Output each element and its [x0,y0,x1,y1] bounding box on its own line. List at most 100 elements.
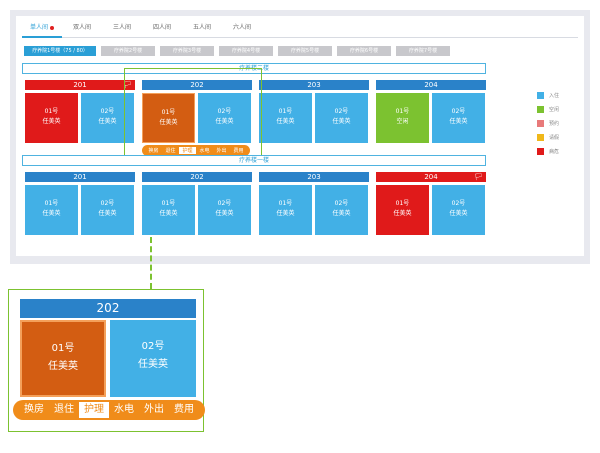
bed-number: 02号 [451,200,466,207]
legend-swatch [537,147,544,155]
zoom-room-number: 202 [20,299,196,318]
tab-label: 单人间 [29,24,48,31]
legend-label: 入住 [549,92,560,99]
bed-card[interactable]: 01号任美英 [259,93,312,143]
building-tab-3[interactable]: 疗养院3号楼 [160,46,214,56]
zoom-bed-card-selected[interactable]: 01号 任美英 [20,320,106,397]
menu-item-fees[interactable]: 费用 [174,404,194,415]
tab-single[interactable]: 单人间 [22,18,62,38]
menu-item-change-room[interactable]: 换房 [148,148,159,154]
menu-item-checkout[interactable]: 退住 [165,148,176,154]
resident-name: 任美英 [332,118,351,125]
menu-item-nursing[interactable]: 护理 [79,402,109,418]
resident-name: 任美英 [159,210,178,217]
bed-number: 02号 [100,200,115,207]
menu-item-fees[interactable]: 费用 [233,148,244,154]
legend-label: 请假 [549,134,560,141]
bed-status: 空闲 [396,118,409,125]
legend-swatch [537,105,544,113]
bed-card[interactable]: 02号 任美英 [81,185,134,235]
room-number: 203 [259,80,369,90]
bed-number: 02号 [334,200,349,207]
legend-label: 病危 [549,148,560,155]
status-legend: 入住 空闲 预约 请假 病危 [537,88,559,158]
tab-five[interactable]: 五人间 [192,24,211,31]
legend-swatch [537,119,544,127]
bed-card[interactable]: 01号任美英 [259,185,312,235]
room-card: 204 🏳 01号 任美英 02号任美英 [376,172,486,235]
tab-quad[interactable]: 四人间 [152,24,171,31]
bed-number: 02号 [334,108,349,115]
room-number-label: 201 [73,81,87,89]
resident-name: 任美英 [449,118,468,125]
bed-number: 02号 [217,108,232,115]
menu-item-outing[interactable]: 外出 [144,404,164,415]
bed-number: 01号 [161,200,176,207]
room-card: 201 01号 任美英 02号 任美英 [25,172,135,235]
zoom-bed-card[interactable]: 02号 任美英 [110,320,196,397]
bed-card[interactable]: 02号任美英 [315,185,368,235]
bed-card[interactable]: 02号 任美英 [432,93,485,143]
resident-name: 任美英 [48,361,78,372]
tab-six[interactable]: 六人间 [232,24,251,31]
building-tab-6[interactable]: 疗养院6号楼 [337,46,391,56]
room-number: 203 [259,172,369,182]
resident-name: 任美英 [276,210,295,217]
room-number: 202 [142,80,252,90]
menu-item-outing[interactable]: 外出 [216,148,227,154]
bed-number: 02号 [100,108,115,115]
room-card: 202 01号 任美英 02号 任美英 [142,80,252,143]
legend-item: 空闲 [537,102,559,116]
room-card: 203 01号任美英 02号任美英 [259,172,369,235]
building-tab-1[interactable]: 疗养院1号楼（75 / 80） [24,46,96,56]
bed-number: 01号 [44,108,59,115]
bed-card[interactable]: 02号任美英 [81,93,134,143]
bed-number: 01号 [278,108,293,115]
floor-title-1: 疗养楼一楼 [22,155,486,166]
bed-card-selected[interactable]: 01号 任美英 [142,93,195,143]
connector-line [150,237,152,289]
bed-card-vacant[interactable]: 01号空闲 [376,93,429,143]
room-number: 204 🏳 [376,172,486,182]
tab-double[interactable]: 双人间 [72,24,91,31]
resident-name: 任美英 [98,118,117,125]
building-tab-2[interactable]: 疗养院2号楼 [101,46,155,56]
legend-label: 空闲 [549,106,560,113]
resident-name: 任美英 [276,118,295,125]
bed-card[interactable]: 02号 任美英 [198,93,251,143]
tab-triple[interactable]: 三人间 [112,24,131,31]
building-tab-5[interactable]: 疗养院5号楼 [278,46,332,56]
menu-item-utilities[interactable]: 水电 [114,404,134,415]
building-tab-7[interactable]: 疗养院7号楼 [396,46,450,56]
menu-item-utilities[interactable]: 水电 [199,148,210,154]
menu-item-checkout[interactable]: 退住 [54,404,74,415]
resident-name: 任美英 [138,359,168,370]
room-card: 204 01号 空闲 02号 任美英 [376,80,486,143]
menu-item-nursing[interactable]: 护理 [179,147,196,154]
bed-number: 01号 [161,109,176,116]
resident-name: 任美英 [449,210,468,217]
menu-item-change-room[interactable]: 换房 [24,404,44,415]
room-card: 201 🏳 01号 任美英 02号 任美英 [25,80,135,143]
bed-number: 01号 [395,108,410,115]
legend-label: 预约 [549,120,560,127]
building-tab-4[interactable]: 疗养院4号楼 [219,46,273,56]
room-card: 202 01号 任美英 02号 任美英 [142,172,252,235]
zoom-bed-action-menu: 换房 退住 护理 水电 外出 费用 [13,400,205,420]
bed-card[interactable]: 01号任美英 [142,185,195,235]
bed-card[interactable]: 02号任美英 [432,185,485,235]
room-card: 203 01号任美英 02号任美英 [259,80,369,143]
legend-item: 病危 [537,144,559,158]
bed-card[interactable]: 01号 任美英 [25,185,78,235]
bed-card[interactable]: 01号 任美英 [376,185,429,235]
legend-swatch [537,133,544,141]
legend-swatch [537,91,544,99]
bed-card[interactable]: 02号任美英 [315,93,368,143]
bed-number: 01号 [278,200,293,207]
bed-card[interactable]: 02号 任美英 [198,185,251,235]
resident-name: 任美英 [332,210,351,217]
bed-number: 01号 [395,200,410,207]
bed-card[interactable]: 01号任美英 [25,93,78,143]
bed-action-menu: 换房 退住 护理 水电 外出 费用 [142,145,250,156]
resident-name: 任美英 [42,118,61,125]
